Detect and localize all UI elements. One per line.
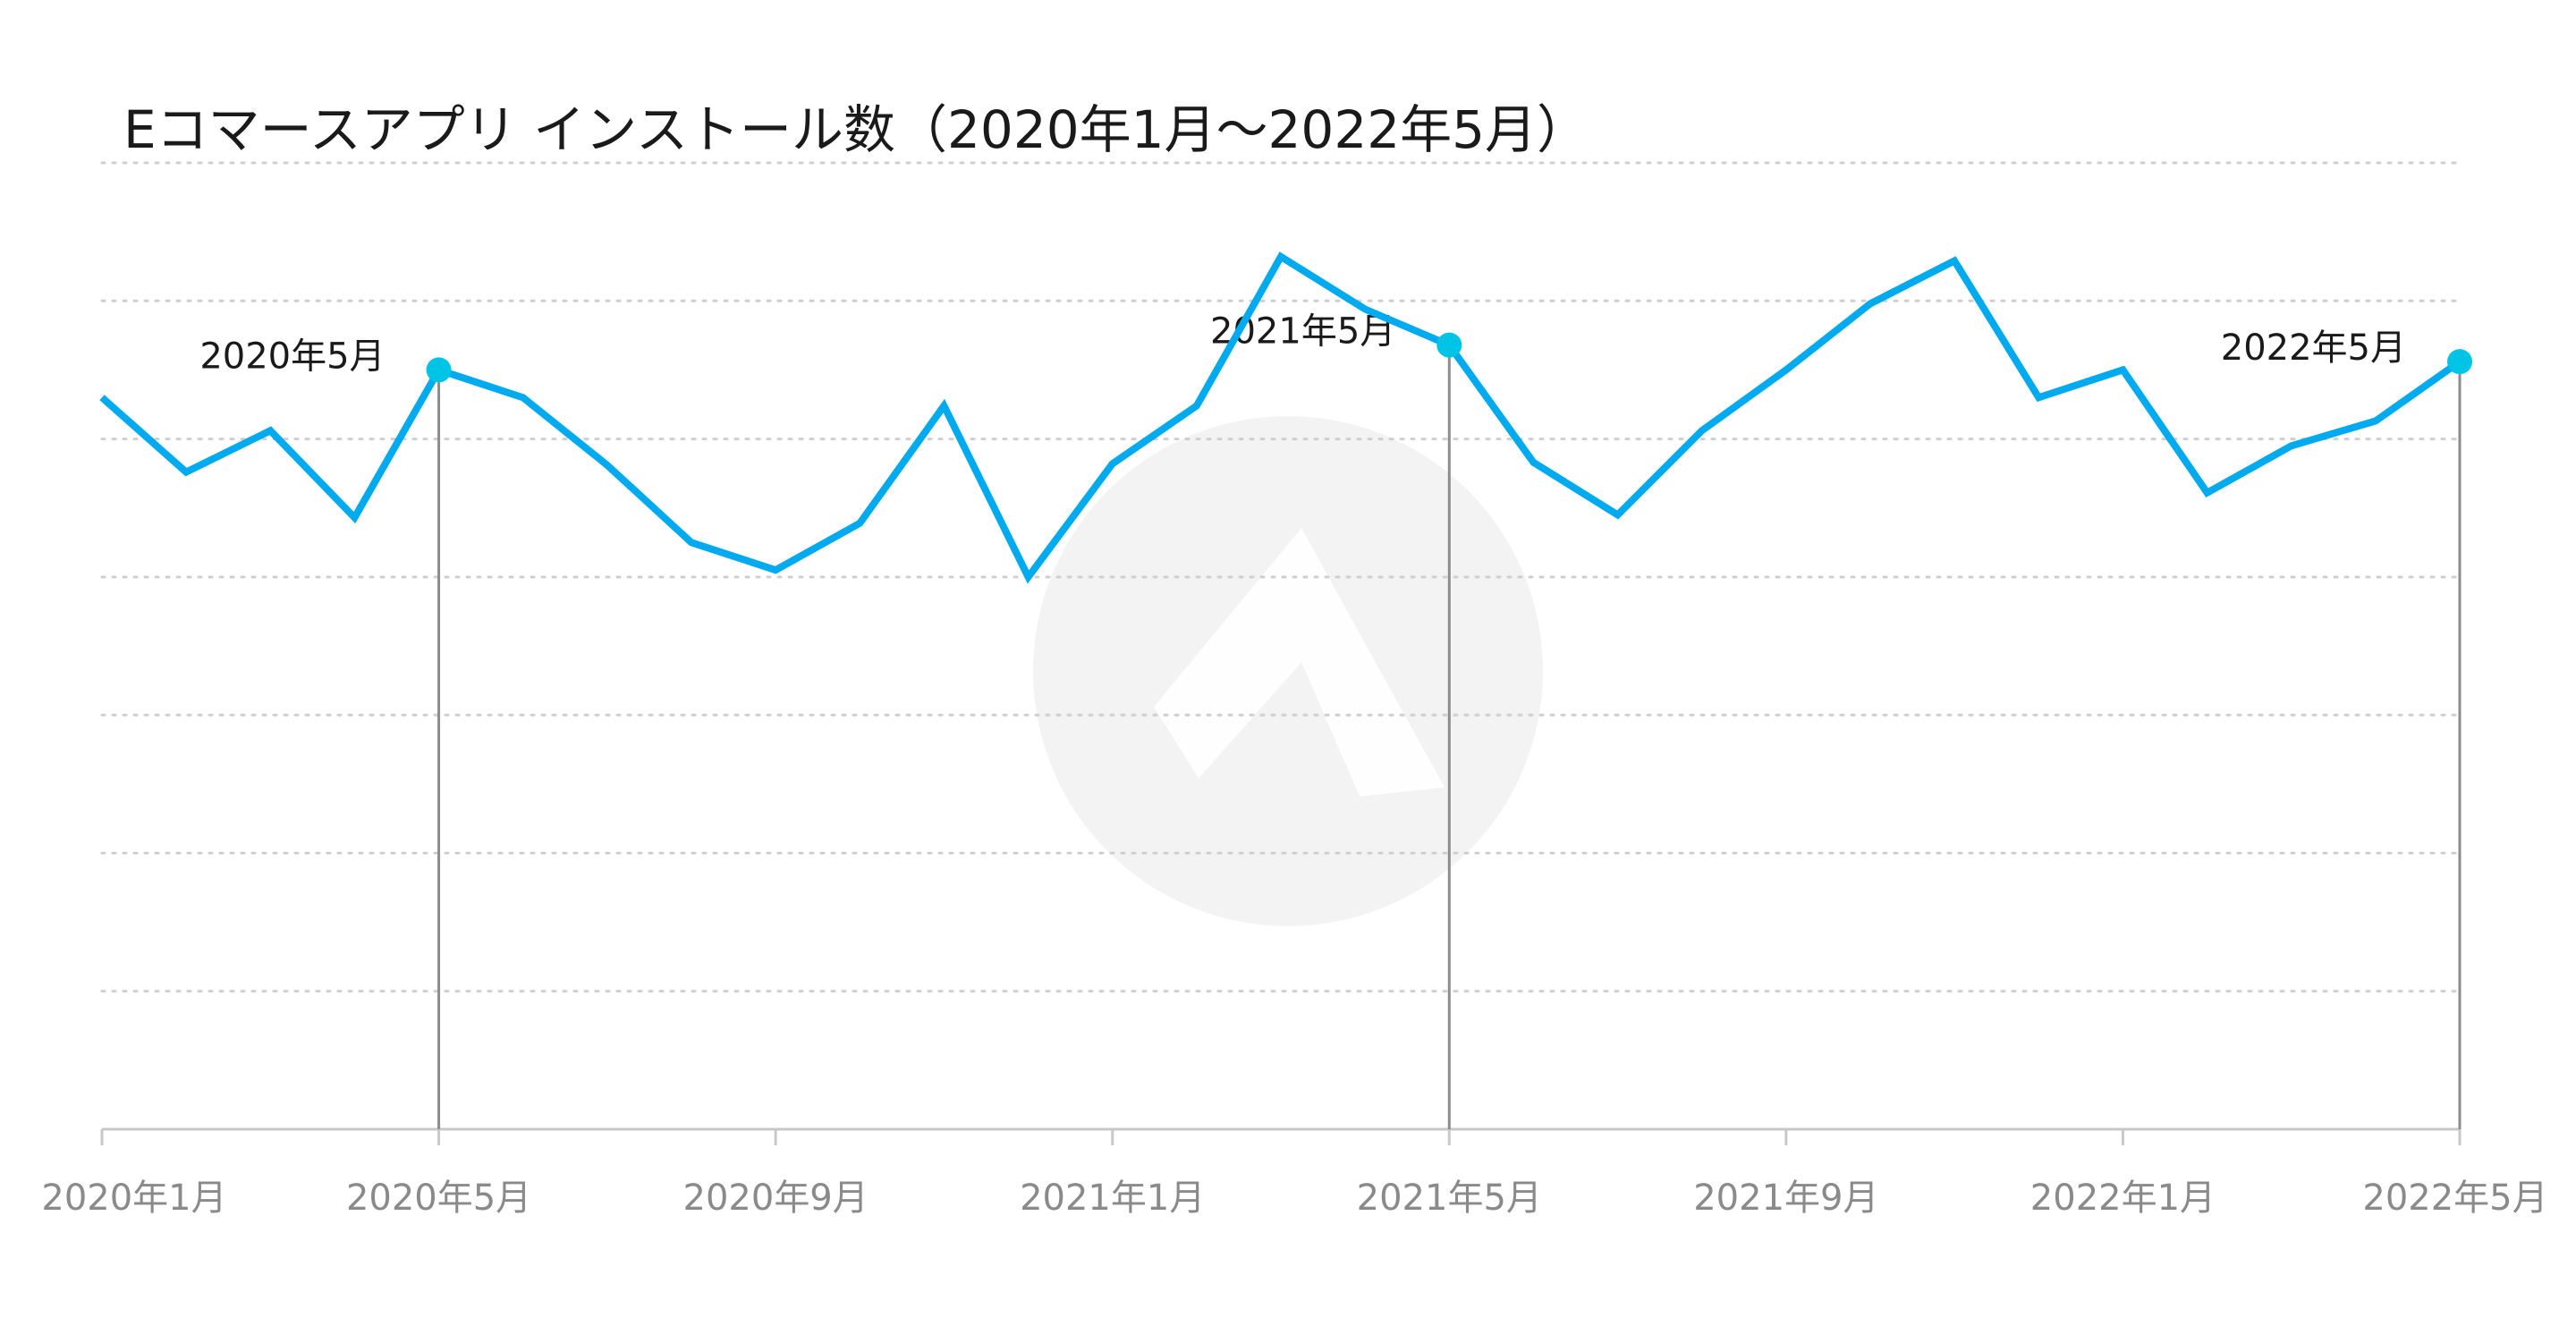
series-line — [99, 251, 2462, 584]
annotation-label: 2020年5月 — [199, 336, 385, 377]
grid-layer — [100, 161, 2462, 993]
data-point-marker — [2447, 349, 2472, 375]
x-tick-label: 2022年1月 — [2030, 1178, 2216, 1219]
x-tick-label: 2021年1月 — [1020, 1178, 1205, 1219]
x-tick-label: 2020年5月 — [346, 1178, 531, 1219]
marker-layer — [426, 332, 2472, 383]
x-tick-label: 2021年9月 — [1693, 1178, 1878, 1219]
x-tick-label: 2021年5月 — [1357, 1178, 1542, 1219]
x-axis: 2020年1月 2020年5月 2020年9月 2021年1月 2021年5月 2021年… — [41, 1127, 2548, 1219]
x-tick-label: 2022年5月 — [2362, 1178, 2547, 1219]
x-tick-label: 2020年1月 — [41, 1178, 226, 1219]
x-tick-label: 2020年9月 — [683, 1178, 869, 1219]
series-layer — [99, 251, 2462, 584]
data-point-marker — [426, 357, 452, 383]
annotation-label: 2022年5月 — [2221, 327, 2406, 369]
data-point-marker — [1436, 332, 1462, 358]
watermark-logo — [1033, 416, 1543, 926]
chart-title: Eコマースアプリ インストール数（2020年1月～2022年5月） — [123, 99, 1589, 160]
